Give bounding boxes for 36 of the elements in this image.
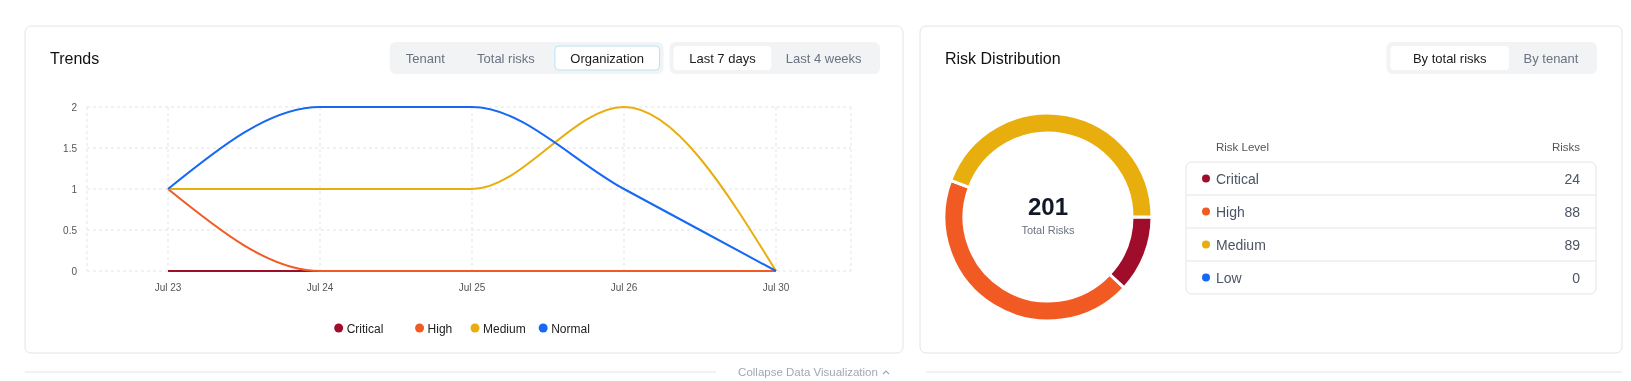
legend-label: Medium: [1216, 236, 1266, 253]
text: By tenant: [1523, 50, 1579, 66]
text: By total risks: [1412, 50, 1488, 66]
x-tick-label: Jul 23: [154, 282, 182, 293]
text: Organization: [570, 50, 645, 66]
legend-label: Medium: [483, 321, 526, 336]
legend-label: Critical: [1216, 170, 1259, 187]
data-label: 24: [1564, 170, 1581, 187]
legend-label: High: [427, 321, 453, 336]
y-tick-label: 0: [71, 265, 78, 277]
text: Last 7 days: [689, 50, 757, 66]
x-tick-label: Jul 26: [610, 282, 638, 293]
text: 201: [1027, 193, 1069, 220]
text: Risk Level: [1216, 141, 1270, 153]
chart-title: Trends: [50, 50, 100, 67]
x-tick-label: Jul 24: [306, 282, 334, 293]
legend-label: Normal: [551, 321, 590, 336]
y-tick-label: 0.5: [63, 224, 78, 236]
x-tick-label: Jul 30: [762, 282, 790, 293]
x-tick-label: Jul 25: [458, 282, 486, 293]
data-label: 89: [1564, 236, 1581, 253]
legend-label: Low: [1216, 269, 1243, 286]
y-tick-label: 1: [71, 183, 78, 195]
text: 0: [1572, 269, 1580, 286]
chart-title: Risk Distribution: [945, 50, 1061, 67]
text: Last 4 weeks: [785, 50, 863, 66]
legend-label: Critical: [346, 321, 384, 336]
data-label: 88: [1564, 203, 1581, 220]
legend-label: High: [1216, 203, 1245, 220]
text: Total risks: [477, 50, 536, 66]
text: Collapse Data Visualization: [738, 366, 878, 378]
text: Tenant: [405, 50, 446, 66]
y-tick-label: 2: [71, 101, 78, 113]
text: Risks: [1551, 141, 1581, 153]
y-tick-label: 1.5: [63, 142, 78, 154]
text: Total Risks: [1021, 224, 1076, 236]
